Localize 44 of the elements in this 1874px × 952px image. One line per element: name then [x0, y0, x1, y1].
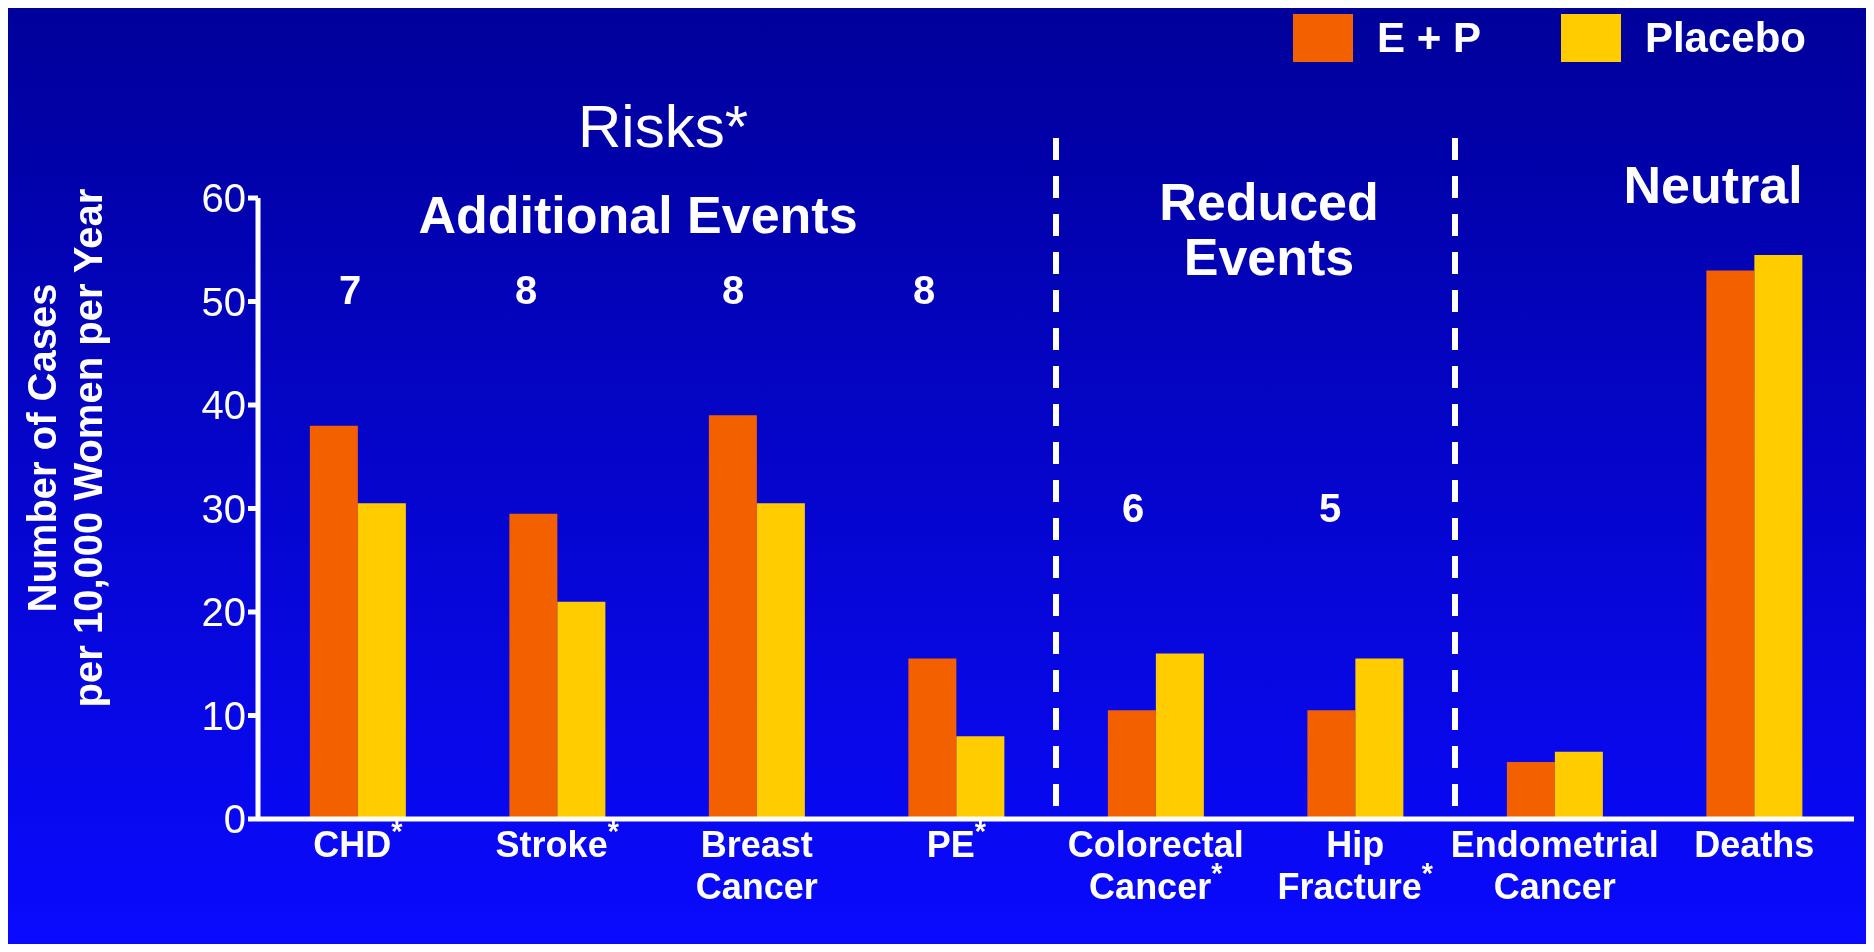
x-tick-label: CHD$^{*}$ [313, 815, 404, 865]
x-tick-label: Hip Fracture$^{*}$ [1277, 824, 1434, 907]
x-tick-label: Breast Cancer [695, 824, 818, 907]
y-tick-label: 40 [201, 383, 246, 428]
x-tick-label: Stroke$^{*}$ [495, 815, 620, 865]
legend-label: E + P [1377, 14, 1481, 62]
annotation: Neutral [1622, 155, 1804, 214]
bar [309, 425, 358, 819]
annotation: 8 [720, 268, 746, 312]
annotation: Additional Events [417, 185, 859, 244]
text: Risks* [577, 92, 749, 160]
y-axis-title: Number of Cases per 10,000 Women per Year [19, 187, 111, 710]
annotation: Reduced Events [1158, 173, 1380, 286]
bar [756, 503, 805, 819]
bar [1506, 762, 1555, 819]
bar [509, 513, 558, 819]
bar [908, 658, 957, 819]
y-tick-label: 10 [201, 693, 246, 738]
bar [1107, 710, 1156, 819]
y-tick-label: 60 [201, 176, 246, 221]
annotation: 8 [911, 268, 937, 312]
bar [1706, 270, 1755, 819]
y-tick-label: 30 [201, 486, 246, 531]
y-tick-label: 0 [223, 797, 246, 842]
annotation: 8 [513, 268, 539, 312]
y-tick-label: 50 [201, 279, 246, 324]
x-tick-label: Deaths [1694, 824, 1815, 865]
x-tick-label: Colorectal Cancer$^{*}$ [1067, 824, 1244, 907]
annotation: 5 [1317, 486, 1343, 530]
x-tick-label: PE$^{*}$ [926, 815, 987, 865]
bar [1155, 653, 1204, 819]
legend-label: Placebo [1644, 14, 1806, 62]
annotation: 6 [1120, 486, 1146, 530]
bar [1355, 658, 1404, 819]
bar [557, 601, 606, 819]
y-tick-label: 20 [201, 590, 246, 635]
bar [1554, 751, 1603, 819]
annotation: 7 [337, 268, 363, 312]
bar [708, 415, 757, 819]
bar [1307, 710, 1356, 819]
x-tick-label: Endometrial Cancer [1450, 824, 1659, 907]
bar [357, 503, 406, 819]
bar [956, 736, 1005, 819]
bar [1754, 254, 1803, 819]
